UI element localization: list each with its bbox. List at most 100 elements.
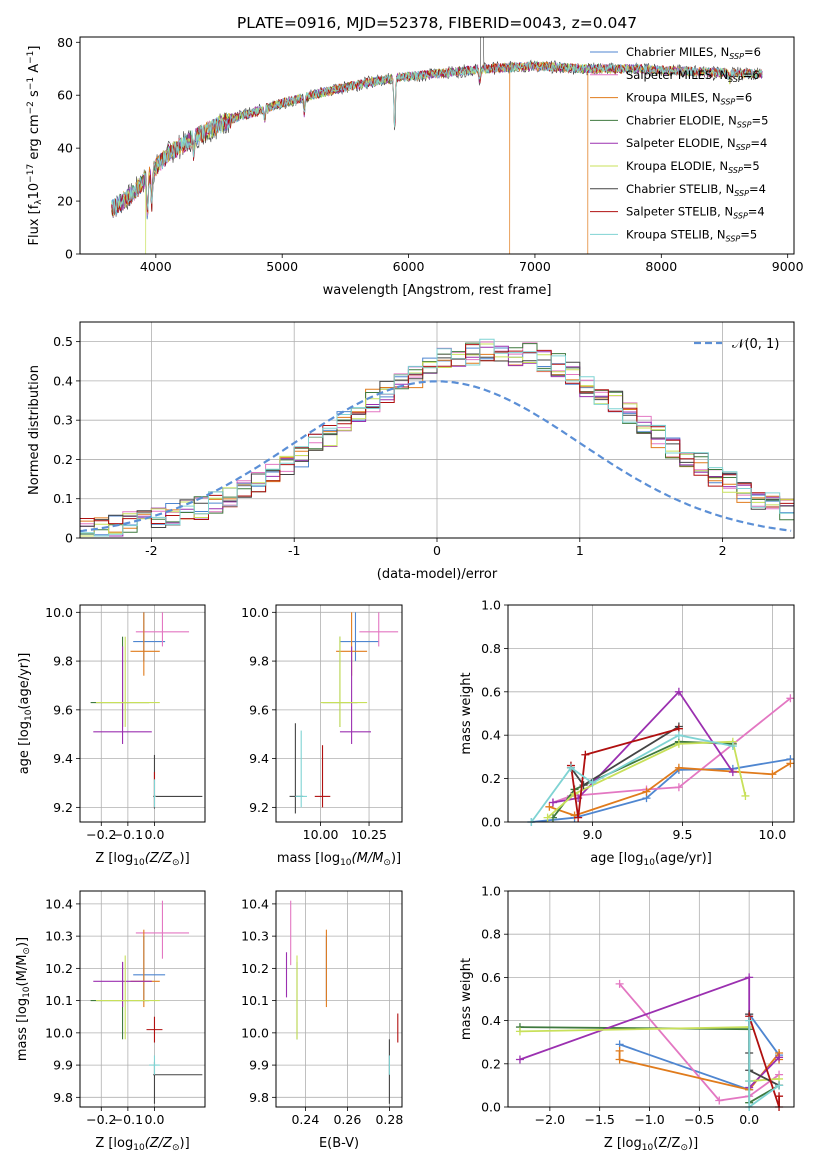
axes-frame — [507, 890, 795, 1108]
massweight-marker-8-3 — [775, 1081, 784, 1090]
ytick-label: 10.3 — [241, 929, 269, 944]
legend-label-7: Salpeter STELIB, NSSP=4 — [626, 205, 765, 221]
xtick-label: 8000 — [645, 259, 677, 274]
ytick-label: 0.8 — [481, 641, 501, 656]
ytick-label: 80 — [57, 35, 73, 50]
massweight-marker-2-4 — [768, 770, 777, 779]
massweight-line-8 — [748, 1020, 780, 1109]
massweight-marker-4-1 — [745, 973, 754, 982]
ytick-label: 9.8 — [53, 654, 73, 669]
massweight-marker-8-3 — [674, 731, 683, 740]
ytick-label: 9.6 — [249, 702, 269, 717]
massweight-marker-6-1 — [579, 781, 588, 790]
xtick-label: 10.00 — [303, 827, 339, 842]
age_vs_Z-xlabel: Z [log10(Z/Z⊙)] — [95, 851, 189, 868]
massweight-line-1 — [618, 983, 780, 1102]
massweight-marker-8-2 — [588, 778, 597, 787]
xtick-label: 9.5 — [673, 827, 693, 842]
axes-frame — [507, 604, 795, 823]
ytick-label: 10.1 — [45, 993, 73, 1008]
axes-frame — [79, 36, 795, 255]
ytick-label: 0.5 — [53, 334, 73, 349]
legend-label-0: Chabrier MILES, NSSP=6 — [626, 45, 761, 61]
ytick-label: 1.0 — [481, 598, 501, 613]
age_vs_mass-xlabel: mass [log10(M/M⊙)] — [277, 851, 401, 868]
xtick-label: −2.0 — [535, 1112, 565, 1127]
legend-label-5: Kroupa ELODIE, NSSP=5 — [626, 159, 760, 175]
massweight-marker-8-4 — [728, 742, 737, 751]
ytick-label: 0.6 — [481, 970, 501, 985]
ytick-label: 0.2 — [481, 1056, 501, 1071]
massweight-marker-4-0 — [515, 1055, 524, 1064]
axes-frame — [275, 604, 403, 823]
massweight-marker-1-0 — [615, 979, 624, 988]
xtick-label: 4000 — [140, 259, 172, 274]
ytick-label: 60 — [57, 88, 73, 103]
spectrum-xlabel: wavelength [Angstrom, rest frame] — [323, 283, 552, 298]
ytick-label: 0.2 — [53, 452, 73, 467]
ytick-label: 0.4 — [481, 728, 501, 743]
residuals-xlabel: (data-model)/error — [377, 567, 498, 582]
massweight_vs_age-ylabel: mass weight — [459, 672, 474, 754]
gaussian-curve — [79, 380, 792, 533]
ytick-label: 0.6 — [481, 684, 501, 699]
xtick-label: −0.2 — [86, 1112, 116, 1127]
ytick-label: 0 — [65, 531, 73, 546]
xtick-label: −1.0 — [634, 1112, 664, 1127]
legend-label-4: Salpeter ELODIE, NSSP=4 — [626, 136, 767, 152]
axes-frame — [79, 890, 206, 1108]
massweight-line-4 — [552, 690, 734, 804]
xtick-label: 10.0 — [758, 827, 786, 842]
massweight-marker-4-3 — [728, 768, 737, 777]
legend-label-1: Salpeter MILES, NSSP=6 — [626, 68, 760, 84]
xtick-label: 9000 — [772, 259, 804, 274]
panel-mass_vs_EBV: 0.24 0.26 0.28 9.8 9.9 10.0 10.1 10.2 10.3 10.4 E(… — [241, 890, 403, 1151]
massweight-marker-5-0 — [543, 813, 552, 822]
age_vs_Z-ylabel: age [log10(age/yr)] — [17, 653, 34, 775]
legend-label-3: Chabrier ELODIE, NSSP=5 — [626, 113, 768, 129]
massweight-marker-4-0 — [548, 798, 557, 807]
axes-frame — [79, 604, 206, 823]
spectrum-ylabel: Flux [fλ10−17 erg cm−2 s−1 A−1] — [26, 46, 44, 246]
ytick-label: 10.0 — [45, 605, 73, 620]
massweight-marker-7-2 — [581, 750, 590, 759]
xtick-label: 9.0 — [583, 827, 603, 842]
massweight-marker-2-5 — [786, 759, 795, 768]
massweight-marker-5-4 — [741, 791, 750, 800]
xtick-label: 2 — [719, 543, 727, 558]
panel-mass_vs_Z: −0.2−0.1 0.0 9.8 9.9 10.0 10.1 10.2 10.3 10.4 Z [… — [15, 890, 206, 1153]
massweight-marker-2-0 — [545, 802, 554, 811]
ytick-label: 0.8 — [481, 927, 501, 942]
ytick-label: 9.8 — [249, 654, 269, 669]
massweight_vs_age-xlabel: age [log10(age/yr)] — [590, 851, 712, 868]
axes-frame — [275, 890, 403, 1108]
massweight-marker-4-3 — [775, 1053, 784, 1062]
massweight-marker-2-2 — [642, 787, 651, 796]
ytick-label: 9.8 — [249, 1090, 269, 1105]
ytick-label: 40 — [57, 141, 73, 156]
xtick-label: 0.0 — [145, 827, 165, 842]
ytick-label: 0.1 — [53, 491, 73, 506]
mass_vs_EBV-xlabel: E(B-V) — [319, 1136, 359, 1151]
spectrum-line-8 — [111, 61, 763, 216]
xtick-label: 0.28 — [375, 1112, 403, 1127]
panel-massweight_vs_age: 9.0 9.5 10.0 0.0 0.2 0.4 0.6 0.8 1.0 age [log10(a… — [459, 598, 795, 868]
massweight-marker-4-2 — [674, 687, 683, 696]
ytick-label: 10.2 — [45, 961, 73, 976]
massweight-marker-8-1 — [745, 1077, 754, 1086]
legend-label-2: Kroupa MILES, NSSP=6 — [626, 91, 752, 107]
ytick-label: 0.0 — [481, 815, 501, 830]
xtick-label: 10.25 — [351, 827, 387, 842]
xtick-label: 6000 — [393, 259, 425, 274]
ytick-label: 1.0 — [481, 884, 501, 899]
ytick-label: 20 — [57, 194, 73, 209]
ytick-label: 9.6 — [53, 702, 73, 717]
panel-residuals: -2 -1 0 1 2 0 0.1 0.2 0.3 0.4 0.5 𝒩(0, 1) (data-mode… — [27, 321, 795, 582]
xtick-label: 0.0 — [145, 1112, 165, 1127]
massweight_vs_Z-ylabel: mass weight — [459, 958, 474, 1040]
massweight-marker-2-0 — [615, 1046, 624, 1055]
ytick-label: 10.3 — [45, 929, 73, 944]
massweight-marker-1-3 — [674, 783, 683, 792]
massweight-line-2 — [549, 762, 791, 817]
xtick-label: 0.26 — [333, 1112, 361, 1127]
